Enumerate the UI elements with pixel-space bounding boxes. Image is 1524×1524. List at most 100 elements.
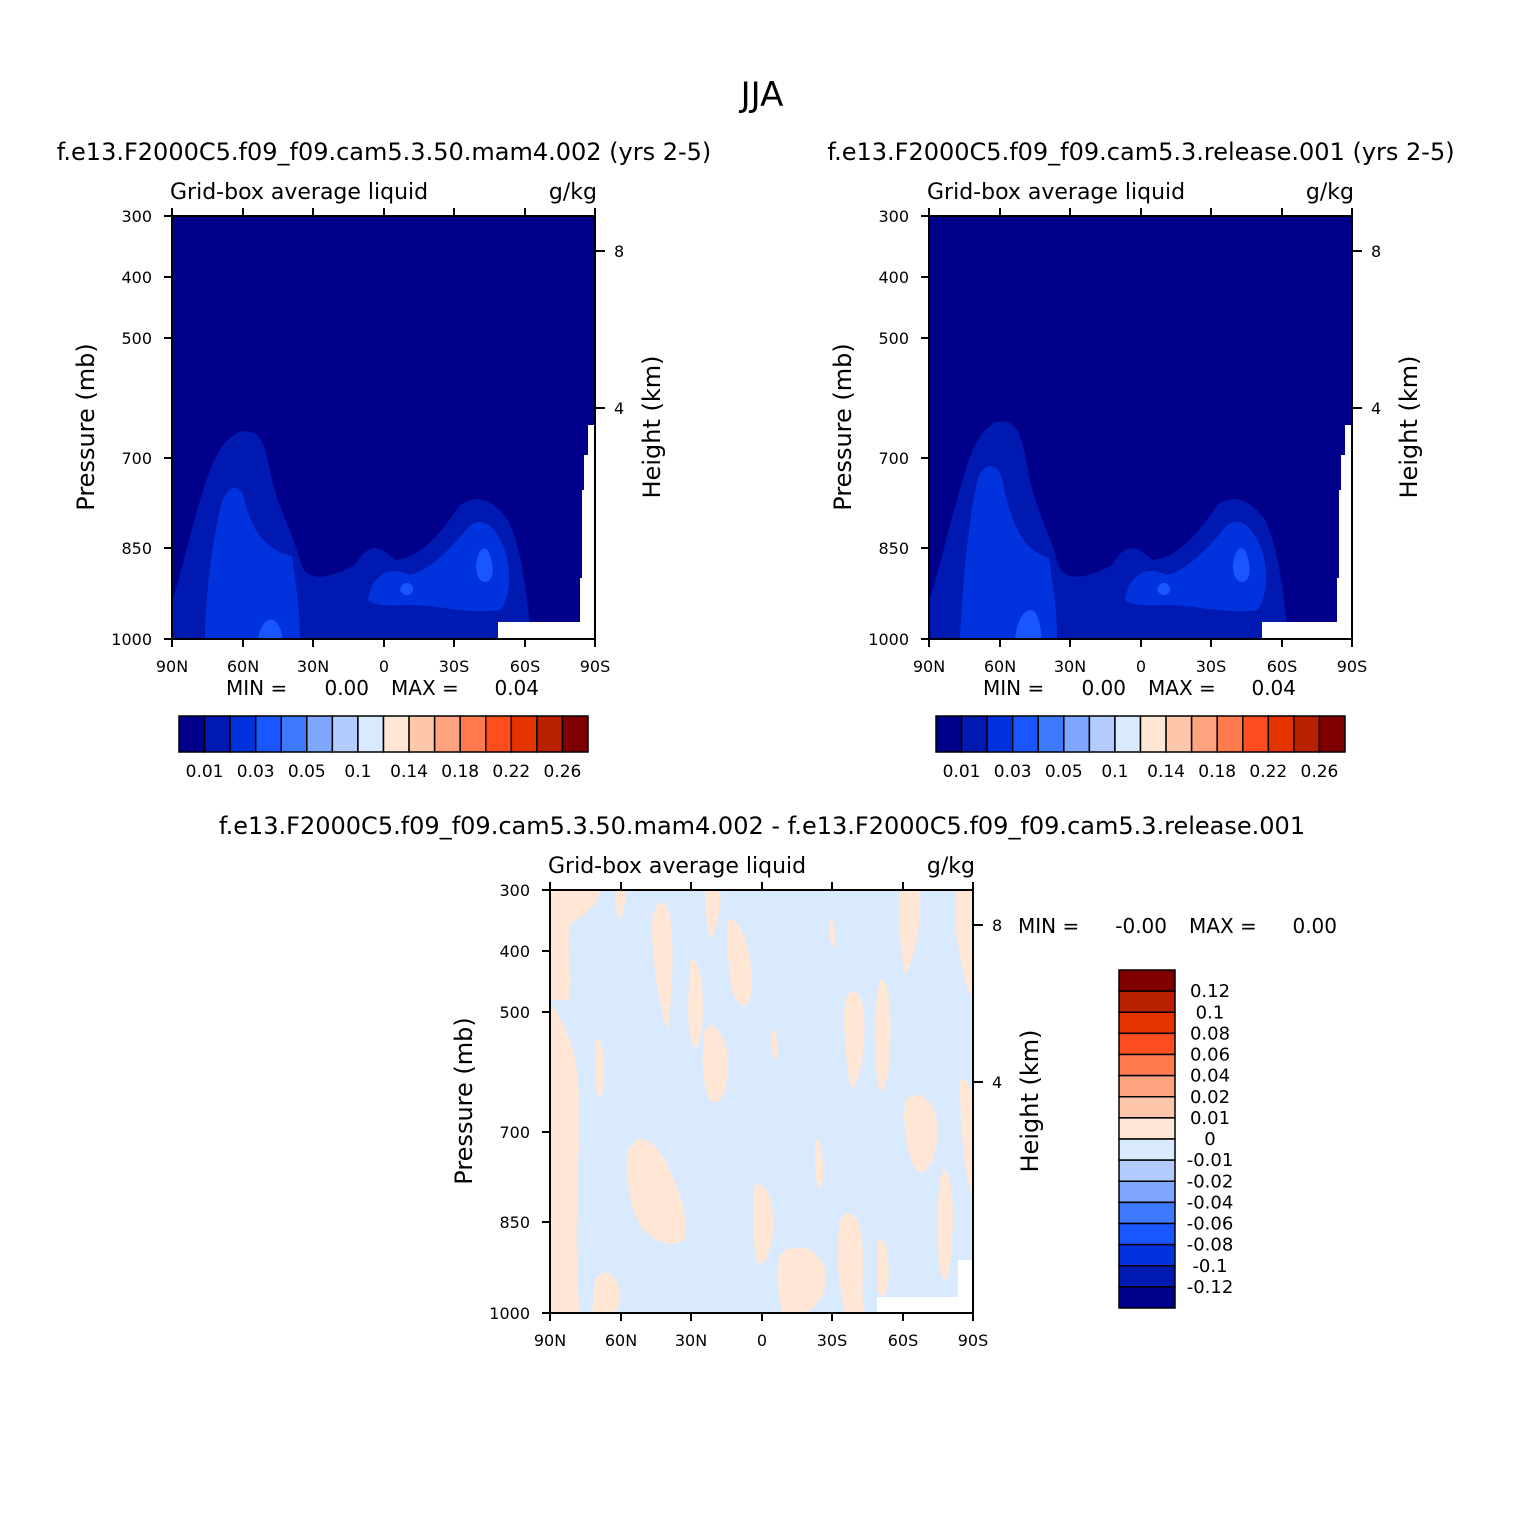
colorbar-label: -0.04 [1187, 1192, 1234, 1213]
panel-1-min-max: MIN = 0.00 MAX = 0.04 [226, 676, 539, 700]
colorbar-swatch-12 [1216, 715, 1244, 753]
colorbar-swatch-13 [1242, 715, 1270, 753]
panel-3-ytick-1000: 1000 [489, 1304, 530, 1323]
colorbar-swatch-11 [1190, 715, 1218, 753]
panel-2-max-label: MAX = [1148, 676, 1216, 700]
panel-2-ytick-850: 850 [878, 539, 909, 558]
colorbar-swatch-9 [1118, 1138, 1176, 1161]
panel-1-max-value: 0.04 [494, 676, 539, 700]
colorbar-swatch-2 [203, 715, 231, 753]
panel-3-y2tick-8: 8 [992, 916, 1002, 935]
colorbar-swatch-3 [1118, 1011, 1176, 1035]
panel-2-x-tick-labels: 90N 60N 30N 0 30S 60S 90S [913, 657, 1367, 676]
colorbar-swatch-13 [485, 715, 513, 753]
colorbar-label: 0.1 [1101, 762, 1128, 782]
panel-3-max-value: 0.00 [1292, 914, 1337, 938]
colorbar-label: 0.01 [1190, 1108, 1230, 1129]
colorbar-swatch-16 [561, 715, 589, 753]
panel-3-xtick-90s: 90S [958, 1331, 989, 1350]
colorbar-label: -0.06 [1187, 1214, 1234, 1235]
colorbar-swatch-15 [1118, 1265, 1176, 1288]
colorbar-swatch-16 [1118, 1286, 1176, 1309]
colorbar-swatch-2 [1118, 990, 1176, 1013]
panel-1-title: f.e13.F2000C5.f09_f09.cam5.3.50.mam4.002… [57, 138, 712, 166]
colorbar-swatch-3 [986, 715, 1014, 753]
colorbar-swatch-5 [1118, 1053, 1176, 1077]
colorbar-swatch-14 [510, 715, 538, 753]
panel-1-contour-level-3c [258, 619, 282, 639]
colorbar-label: -0.02 [1187, 1171, 1234, 1192]
panel-1-y-tick-labels: 300 400 500 700 850 1000 [111, 207, 152, 649]
panel-2-axis-ticks [921, 208, 1362, 647]
colorbar-swatch-8 [1118, 1117, 1176, 1140]
colorbar-swatch-1 [1118, 969, 1176, 992]
panel-2-contour-level-3b [1157, 582, 1171, 596]
colorbar-label: 0.12 [1190, 981, 1230, 1002]
panel-1-ytick-1000: 1000 [111, 630, 152, 649]
colorbar-label: 0.05 [288, 762, 326, 782]
colorbar-swatch-12 [1118, 1201, 1176, 1225]
panel-3-xtick-60s: 60S [888, 1331, 919, 1350]
panel-2-colorbar: 0.01 0.03 0.05 0.1 0.14 0.18 0.22 0.26 [935, 715, 1346, 782]
panel-2-xtick-60n: 60N [984, 657, 1016, 676]
colorbar-label: 0.03 [237, 762, 275, 782]
colorbar-swatch-14 [1267, 715, 1295, 753]
panel-2-ytick-400: 400 [878, 268, 909, 287]
colorbar-label: -0.08 [1187, 1235, 1234, 1256]
panel-1-xtick-30n: 30N [297, 657, 329, 676]
colorbar-swatch-7 [1118, 1096, 1176, 1119]
panel-3-xtick-60n: 60N [605, 1331, 637, 1350]
colorbar-swatch-1 [935, 715, 963, 753]
panel-3-min-value: -0.00 [1115, 914, 1167, 938]
colorbar-label: 0.14 [1147, 762, 1185, 782]
panel-2-ytick-1000: 1000 [868, 630, 909, 649]
colorbar-label: 0.26 [544, 762, 582, 782]
panel-2-xtick-30n: 30N [1054, 657, 1086, 676]
panel-1-ytick-400: 400 [121, 268, 152, 287]
colorbar-swatch-6 [1063, 715, 1091, 753]
panel-1-y2tick-4: 4 [614, 399, 624, 418]
panel-2-contour-level-2 [960, 466, 1057, 639]
colorbar-swatch-6 [1118, 1074, 1176, 1098]
colorbar-swatch-12 [459, 715, 487, 753]
panel-1-contour-level-3b [400, 582, 414, 596]
panel-3-plot-area [550, 890, 973, 1313]
panel-2-xtick-0: 0 [1136, 657, 1146, 676]
colorbar-label: 0.05 [1045, 762, 1083, 782]
panel-2-units-label: g/kg [1306, 180, 1354, 205]
colorbar-label: 0 [1204, 1129, 1215, 1150]
panel-3-axis-ticks [542, 882, 983, 1321]
panel-3-ytick-700: 700 [499, 1123, 530, 1142]
colorbar-swatch-10 [408, 715, 436, 753]
panel-2-max-value: 0.04 [1251, 676, 1296, 700]
colorbar-label: 0.06 [1190, 1045, 1230, 1066]
panel-3-xtick-30s: 30S [817, 1331, 848, 1350]
panel-2-no-data-region [1262, 425, 1352, 639]
panel-3-variable-label: Grid-box average liquid [548, 854, 806, 879]
panel-1-xtick-90n: 90N [156, 657, 188, 676]
colorbar-swatch-4 [1118, 1032, 1176, 1056]
colorbar-label: 0.01 [943, 762, 981, 782]
colorbar-label: 0.22 [492, 762, 530, 782]
panel-3-min-max: MIN = -0.00 MAX = 0.00 [1018, 914, 1337, 938]
colorbar-swatch-4 [254, 715, 282, 753]
colorbar-swatch-15 [536, 715, 564, 753]
panel-3-y-tick-labels: 300 400 500 700 850 1000 [489, 881, 530, 1323]
panel-1-xtick-60s: 60S [510, 657, 541, 676]
panel-2-xtick-30s: 30S [1196, 657, 1227, 676]
colorbar-swatch-5 [1037, 715, 1065, 753]
panel-1-axis-ticks [164, 208, 605, 647]
panel-3-y2-axis-label: Height (km) [1016, 1030, 1044, 1173]
colorbar-label: 0.26 [1301, 762, 1339, 782]
panel-1-ytick-700: 700 [121, 449, 152, 468]
panel-3-units-label: g/kg [927, 854, 975, 879]
panel-1-ytick-500: 500 [121, 329, 152, 348]
panel-1-ytick-300: 300 [121, 207, 152, 226]
panel-2-min-value: 0.00 [1081, 676, 1126, 700]
colorbar-swatch-14 [1118, 1243, 1176, 1267]
panel-1-min-value: 0.00 [324, 676, 369, 700]
colorbar-swatch-8 [1114, 715, 1142, 753]
panel-1-xtick-0: 0 [379, 657, 389, 676]
panel-2-xtick-90s: 90S [1337, 657, 1368, 676]
